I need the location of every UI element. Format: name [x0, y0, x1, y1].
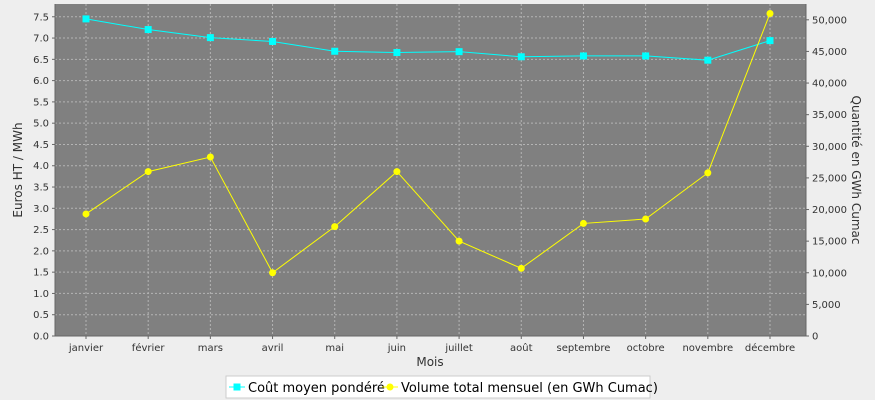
series-0-point — [455, 48, 463, 56]
right-tick-label: 10,000 — [812, 268, 847, 279]
left-tick-label: 0.5 — [33, 310, 49, 321]
x-tick-label: avril — [262, 343, 284, 354]
right-tick-label: 50,000 — [812, 15, 847, 26]
legend: Coût moyen pondéré Volume total mensuel (… — [225, 375, 658, 399]
series-0-point — [269, 37, 277, 45]
x-tick-label: mai — [325, 343, 344, 354]
plot-area — [55, 4, 806, 336]
left-tick-label: 6.5 — [33, 55, 49, 66]
series-1-point — [642, 215, 650, 223]
series-layer — [82, 9, 774, 277]
series-0-point — [206, 34, 214, 42]
left-tick-label: 1.0 — [33, 289, 49, 300]
series-1-point — [579, 219, 587, 227]
left-axis-title: Euros HT / MWh — [11, 122, 25, 217]
left-tick-label: 1.5 — [33, 268, 49, 279]
legend-box — [225, 375, 651, 399]
series-0-point — [579, 52, 587, 60]
series-1-point — [206, 153, 214, 161]
series-1-point — [766, 9, 774, 17]
right-tick-label: 40,000 — [812, 79, 847, 90]
right-tick-label: 5,000 — [812, 300, 841, 311]
grid — [55, 4, 806, 337]
left-tick-label: 5.0 — [33, 119, 49, 130]
series-1-point — [704, 169, 712, 177]
series-0-point — [642, 52, 650, 60]
right-axis-title: Quantité en GWh Cumac — [849, 96, 863, 245]
left-tick-label: 7.0 — [33, 34, 49, 45]
x-tick-label: décembre — [745, 342, 795, 354]
right-tick-label: 25,000 — [812, 173, 847, 184]
series-1-point — [82, 210, 90, 218]
x-tick-label: mars — [198, 343, 223, 354]
right-tick-label: 20,000 — [812, 205, 847, 216]
series-0-point — [331, 47, 339, 55]
right-tick-label: 35,000 — [812, 110, 847, 121]
right-tick-label: 45,000 — [812, 47, 847, 58]
series-1-point — [393, 168, 401, 176]
series-1-point — [269, 269, 277, 277]
x-tick-label: février — [132, 342, 166, 354]
x-axis: janvier février mars avril mai juin juillet aoû… — [55, 335, 806, 354]
left-tick-label: 5.5 — [33, 97, 49, 108]
series-0-point — [704, 56, 712, 64]
left-tick-label: 0.0 — [33, 332, 49, 343]
right-tick-label: 30,000 — [812, 142, 847, 153]
x-tick-label: novembre — [682, 343, 733, 354]
series-1-point — [517, 264, 525, 272]
x-tick-label: août — [510, 342, 533, 354]
right-tick-label: 0 — [812, 332, 818, 343]
left-tick-label: 2.5 — [33, 225, 49, 236]
series-1-point — [331, 223, 339, 231]
series-0-point — [82, 15, 90, 23]
series-1-point — [144, 168, 152, 176]
left-tick-label: 4.0 — [33, 161, 49, 172]
right-y-axis: 0 5,000 10,000 15,000 20,000 25,000 30,000 35,0… — [805, 4, 847, 343]
x-tick-label: janvier — [68, 343, 104, 354]
series-1-point — [455, 237, 463, 245]
x-tick-label: septembre — [556, 343, 610, 354]
series-line-1 — [85, 13, 771, 274]
series-0-point — [517, 53, 525, 61]
left-tick-label: 3.5 — [33, 183, 49, 194]
left-tick-label: 6.0 — [33, 76, 49, 87]
right-tick-label: 15,000 — [812, 237, 847, 248]
legend-swatch-circle-icon — [386, 383, 394, 391]
x-axis-title: Mois — [416, 355, 443, 369]
left-tick-label: 7.5 — [33, 12, 49, 23]
left-y-axis: 0.0 0.5 1.0 1.5 2.0 2.5 3.0 3.5 4.0 4.5 5.0 5.5 6.0 6… — [33, 4, 56, 343]
legend-label: Coût moyen pondéré — [248, 381, 385, 396]
legend-swatch-square-icon — [233, 383, 241, 391]
legend-label: Volume total mensuel (en GWh Cumac) — [401, 381, 658, 396]
left-tick-label: 4.5 — [33, 140, 49, 151]
x-tick-label: juin — [387, 343, 406, 354]
x-tick-label: octobre — [627, 343, 665, 354]
series-0-point — [393, 49, 401, 57]
series-0-point — [144, 26, 152, 34]
left-tick-label: 3.0 — [33, 204, 49, 215]
series-0-point — [766, 37, 774, 45]
series-line-0 — [85, 18, 771, 61]
x-tick-label: juillet — [444, 343, 473, 354]
left-tick-label: 2.0 — [33, 246, 49, 257]
